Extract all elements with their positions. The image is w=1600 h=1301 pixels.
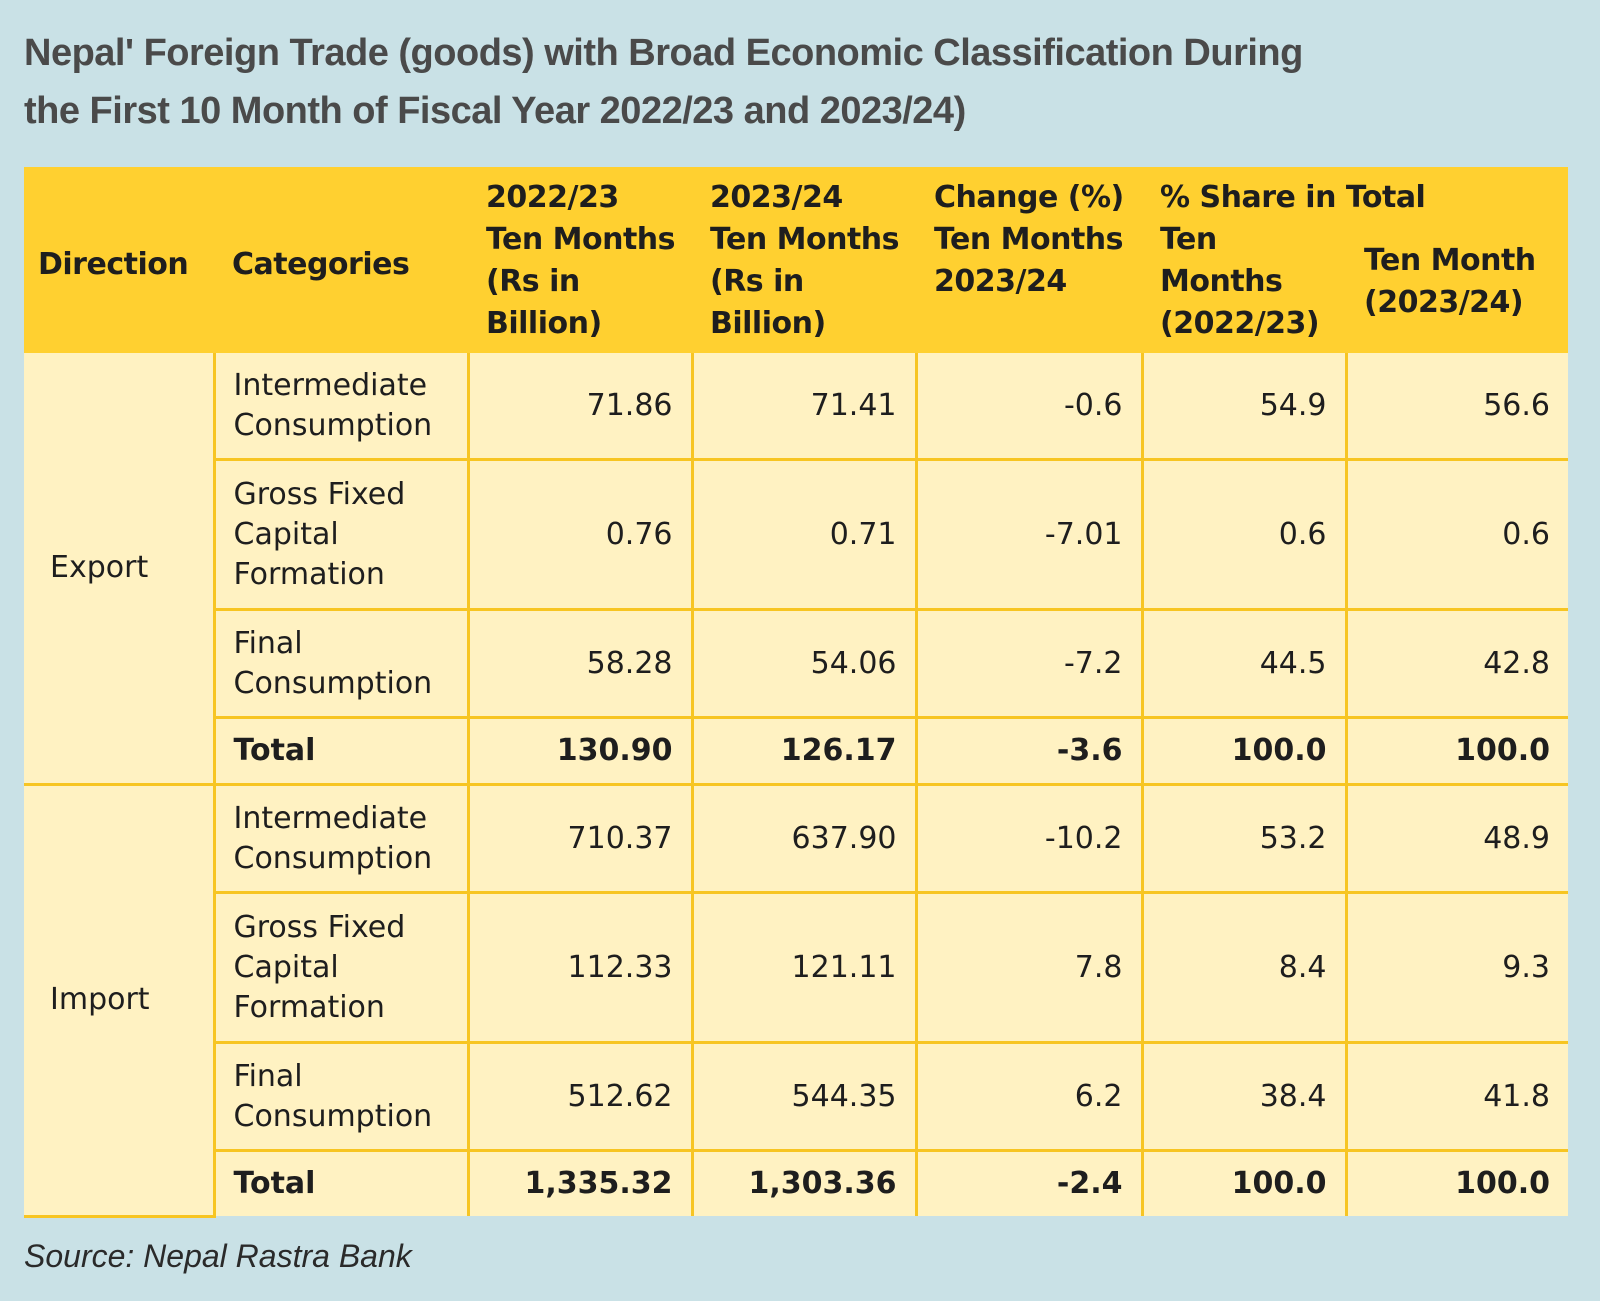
category-cell: Gross Fixed Capital Formation [214, 891, 470, 1044]
header-2023-desc: Ten Months (Rs in Billion) [692, 219, 916, 353]
value-2022-cell: 0.76 [466, 458, 694, 611]
share-2022-cell: 54.9 [1140, 353, 1348, 461]
table-row: Final Consumption 512.62 544.35 6.2 38.4… [24, 1041, 1568, 1152]
share-2023-cell: 42.8 [1344, 608, 1568, 719]
share-2023-cell: 56.6 [1344, 353, 1568, 461]
source-note: Source: Nepal Rastra Bank [24, 1238, 412, 1274]
header-2022-desc: Ten Months (Rs in Billion) [468, 219, 692, 353]
table-header: Direction Categories 2022/23 2023/24 Cha… [24, 167, 1568, 353]
change-cell: -10.2 [914, 784, 1144, 894]
value-2022-cell: 1,335.32 [466, 1149, 694, 1216]
header-change-title: Change (%) [916, 167, 1142, 219]
value-2023-cell: 0.71 [690, 458, 918, 611]
table-row: Gross Fixed Capital Formation 0.76 0.71 … [24, 458, 1568, 611]
change-cell: -2.4 [914, 1149, 1144, 1216]
header-2023-year: 2023/24 [692, 167, 916, 219]
share-2022-cell: 0.6 [1140, 458, 1348, 611]
header-share-2023-desc: Ten Month (2023/24) [1346, 219, 1568, 353]
change-cell: -7.01 [914, 458, 1144, 611]
change-cell: -7.2 [914, 608, 1144, 719]
header-categories: Categories [214, 167, 468, 353]
total-row: Total 130.90 126.17 -3.6 100.0 100.0 [24, 716, 1568, 786]
header-direction: Direction [24, 167, 214, 353]
import-section: Import Intermediate Consumption 710.37 6… [24, 784, 1568, 1218]
share-2023-cell: 9.3 [1344, 891, 1568, 1044]
value-2022-cell: 71.86 [466, 353, 694, 461]
value-2023-cell: 71.41 [690, 353, 918, 461]
share-2022-cell: 100.0 [1140, 716, 1348, 786]
share-2022-cell: 38.4 [1140, 1041, 1348, 1152]
value-2022-cell: 512.62 [466, 1041, 694, 1152]
share-2023-cell: 48.9 [1344, 784, 1568, 894]
table-row: Final Consumption 58.28 54.06 -7.2 44.5 … [24, 608, 1568, 719]
title-line-2: the First 10 Month of Fiscal Year 2022/2… [24, 90, 966, 132]
share-2022-cell: 8.4 [1140, 891, 1348, 1044]
value-2023-cell: 121.11 [690, 891, 918, 1044]
share-2023-cell: 100.0 [1344, 716, 1568, 786]
share-2023-cell: 0.6 [1344, 458, 1568, 611]
category-cell: Total [214, 1149, 470, 1216]
value-2023-cell: 54.06 [690, 608, 918, 719]
category-cell: Intermediate Consumption [212, 784, 470, 894]
direction-cell-import: Import [24, 784, 216, 1218]
title-line-1: Nepal' Foreign Trade (goods) with Broad … [24, 32, 1303, 74]
share-2022-cell: 44.5 [1140, 608, 1348, 719]
table-row: Import Intermediate Consumption 710.37 6… [24, 784, 1568, 1218]
header-change-desc: Ten Months 2023/24 [916, 219, 1142, 353]
trade-table: Direction Categories 2022/23 2023/24 Cha… [24, 167, 1568, 1218]
share-2023-cell: 100.0 [1344, 1149, 1568, 1216]
change-cell: -3.6 [914, 716, 1144, 786]
value-2022-cell: 710.37 [466, 784, 694, 894]
table-row: Gross Fixed Capital Formation 112.33 121… [24, 891, 1568, 1044]
category-cell: Gross Fixed Capital Formation [214, 458, 470, 611]
change-cell: -0.6 [914, 353, 1144, 461]
total-row: Total 1,335.32 1,303.36 -2.4 100.0 100.0 [24, 1149, 1568, 1216]
header-2022-year: 2022/23 [468, 167, 692, 219]
category-cell: Intermediate Consumption [212, 353, 470, 461]
share-2022-cell: 100.0 [1140, 1149, 1348, 1216]
change-cell: 7.8 [914, 891, 1144, 1044]
share-2022-cell: 53.2 [1140, 784, 1348, 894]
export-section: Export Intermediate Consumption 71.86 71… [24, 353, 1568, 786]
page-title: Nepal' Foreign Trade (goods) with Broad … [24, 24, 1564, 140]
category-cell: Total [214, 716, 470, 786]
category-cell: Final Consumption [214, 1041, 470, 1152]
share-2023-cell: 41.8 [1344, 1041, 1568, 1152]
value-2022-cell: 58.28 [466, 608, 694, 719]
table-row: Export Intermediate Consumption 71.86 71… [24, 353, 1568, 786]
value-2023-cell: 1,303.36 [690, 1149, 918, 1216]
header-share-2022-desc: Ten Months (2022/23) [1142, 219, 1346, 353]
value-2023-cell: 637.90 [690, 784, 918, 894]
value-2022-cell: 112.33 [466, 891, 694, 1044]
value-2022-cell: 130.90 [466, 716, 694, 786]
header-share-title: % Share in Total [1142, 167, 1568, 219]
value-2023-cell: 544.35 [690, 1041, 918, 1152]
value-2023-cell: 126.17 [690, 716, 918, 786]
category-cell: Final Consumption [214, 608, 470, 719]
change-cell: 6.2 [914, 1041, 1144, 1152]
direction-cell-export: Export [24, 353, 216, 786]
